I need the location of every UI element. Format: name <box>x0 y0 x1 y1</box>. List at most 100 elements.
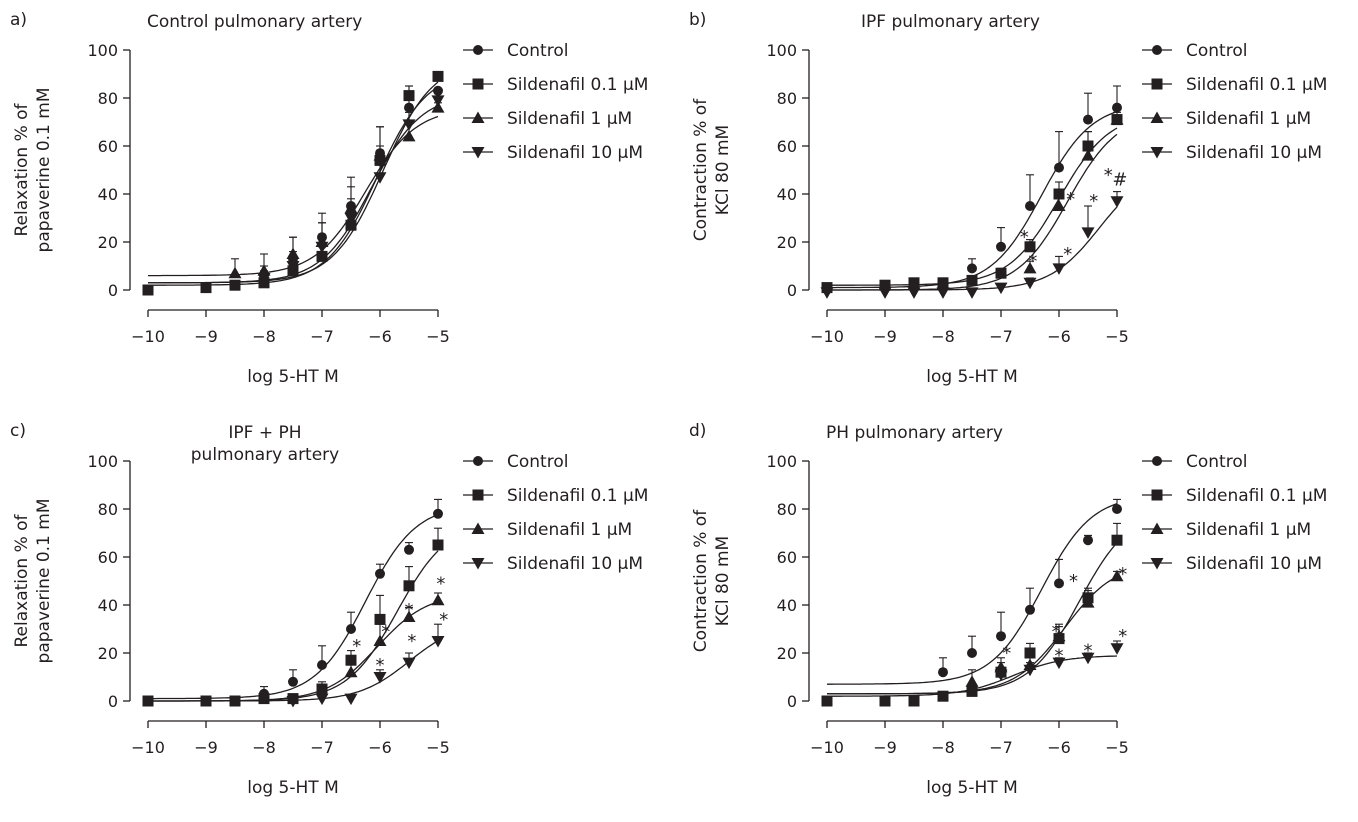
legend-label: Sildenafil 0.1 μM <box>1186 75 1327 95</box>
data-point <box>1024 241 1036 253</box>
y-axis-label: papaverine 0.1 mM <box>34 499 54 664</box>
significance-mark: * <box>1002 643 1011 664</box>
data-point <box>879 695 891 707</box>
y-tick-label: 80 <box>777 89 797 108</box>
data-point <box>402 119 416 131</box>
legend-item: Control <box>1142 41 1247 61</box>
legend-item: Control <box>1142 452 1247 472</box>
data-point <box>229 279 241 291</box>
legend-marker <box>471 147 485 159</box>
data-point <box>1052 657 1066 670</box>
data-point <box>228 266 242 279</box>
legend-label: Sildenafil 0.1 μM <box>507 486 648 506</box>
legend-label: Sildenafil 0.1 μM <box>1186 486 1327 506</box>
chart-title: IPF + PH <box>228 423 301 443</box>
data-point <box>286 261 300 273</box>
legend-item: Sildenafil 10 μM <box>1142 143 1322 163</box>
significance-mark: # <box>1112 170 1127 191</box>
legend-item: Sildenafil 0.1 μM <box>463 486 648 506</box>
y-axis-label: KCl 80 mM <box>713 125 733 215</box>
series-0 <box>938 498 1122 678</box>
data-point <box>142 284 154 296</box>
panel-label: d) <box>689 421 706 441</box>
x-tick-label: −6 <box>368 327 392 346</box>
data-point <box>966 274 978 286</box>
legend-label: Sildenafil 1 μM <box>507 109 632 129</box>
data-point <box>994 282 1008 295</box>
legend-item: Sildenafil 10 μM <box>463 143 643 163</box>
data-point <box>1110 643 1124 655</box>
data-point <box>1110 569 1124 582</box>
data-point <box>879 279 891 291</box>
series-2 <box>965 569 1124 687</box>
series-0 <box>967 85 1122 274</box>
legend-label: Control <box>507 41 568 61</box>
legend-marker <box>471 522 485 534</box>
data-point <box>286 696 300 708</box>
data-point <box>431 95 445 107</box>
chart-title: PH pulmonary artery <box>826 423 1003 443</box>
x-tick-label: −9 <box>194 738 218 757</box>
data-point <box>1081 227 1095 239</box>
x-tick-label: −7 <box>310 327 334 346</box>
y-axis-label: Contraction % of <box>691 98 711 241</box>
panel-d: d) PH pulmonary artery 0 20 40 60 80 100 −10 −9 −8… <box>679 411 1358 822</box>
chart-title: Control pulmonary artery <box>147 12 362 32</box>
fit-curve-0 <box>148 513 439 700</box>
data-point <box>432 539 444 551</box>
y-tick-label: 20 <box>98 233 118 252</box>
data-point <box>908 277 920 289</box>
series-3 <box>994 640 1124 682</box>
legend-item: Sildenafil 1 μM <box>463 109 632 129</box>
legend-item: Sildenafil 10 μM <box>463 554 643 574</box>
data-point <box>315 693 329 706</box>
data-point <box>345 654 357 666</box>
legend-marker <box>471 558 485 570</box>
data-point <box>1023 277 1037 290</box>
significance-mark: * <box>1066 189 1075 210</box>
significance-mark: * <box>1118 626 1127 647</box>
x-tick-label: −5 <box>1105 327 1129 346</box>
y-tick-label: 0 <box>108 692 118 711</box>
y-axis-label: Contraction % of <box>691 509 711 652</box>
y-tick-label: 0 <box>787 281 797 300</box>
significance-mark: * <box>1118 564 1127 585</box>
series-2 <box>344 592 445 678</box>
legend-item: Control <box>463 452 568 472</box>
data-point <box>404 544 414 555</box>
significance-mark: * <box>439 609 448 630</box>
data-point <box>994 660 1008 673</box>
data-point <box>1112 504 1122 514</box>
data-point <box>288 676 298 687</box>
significance-mark: * <box>1084 641 1093 662</box>
data-point <box>316 250 328 262</box>
x-tick-label: −9 <box>873 738 897 757</box>
x-tick-label: −7 <box>989 738 1013 757</box>
data-point <box>1052 199 1066 211</box>
legend-marker <box>471 111 485 123</box>
panel-label: b) <box>689 10 706 30</box>
legend-label: Control <box>507 452 568 472</box>
data-point <box>257 264 271 276</box>
x-tick-label: −5 <box>426 327 450 346</box>
data-point <box>431 593 445 606</box>
x-axis-label: log 5-HT M <box>926 367 1018 387</box>
significance-mark: * <box>376 655 385 676</box>
x-tick-label: −9 <box>194 327 218 346</box>
significance-mark: * <box>352 636 361 657</box>
x-tick-label: −7 <box>989 327 1013 346</box>
x-tick-label: −5 <box>1105 738 1129 757</box>
data-point <box>1110 196 1124 208</box>
data-point <box>1112 102 1122 113</box>
x-tick-label: −10 <box>810 738 844 757</box>
legend-item: Sildenafil 1 μM <box>463 520 632 540</box>
chart-panel-d: d) PH pulmonary artery 0 20 40 60 80 100 −10 −9 −8… <box>689 421 1327 798</box>
legend-marker <box>1150 147 1164 159</box>
y-tick-label: 40 <box>777 596 797 615</box>
y-axis-label: Relaxation % of <box>12 102 32 236</box>
significance-mark: * <box>1104 165 1113 186</box>
data-point <box>1024 647 1036 659</box>
panel-label: c) <box>10 421 26 441</box>
y-tick-label: 100 <box>766 41 797 60</box>
